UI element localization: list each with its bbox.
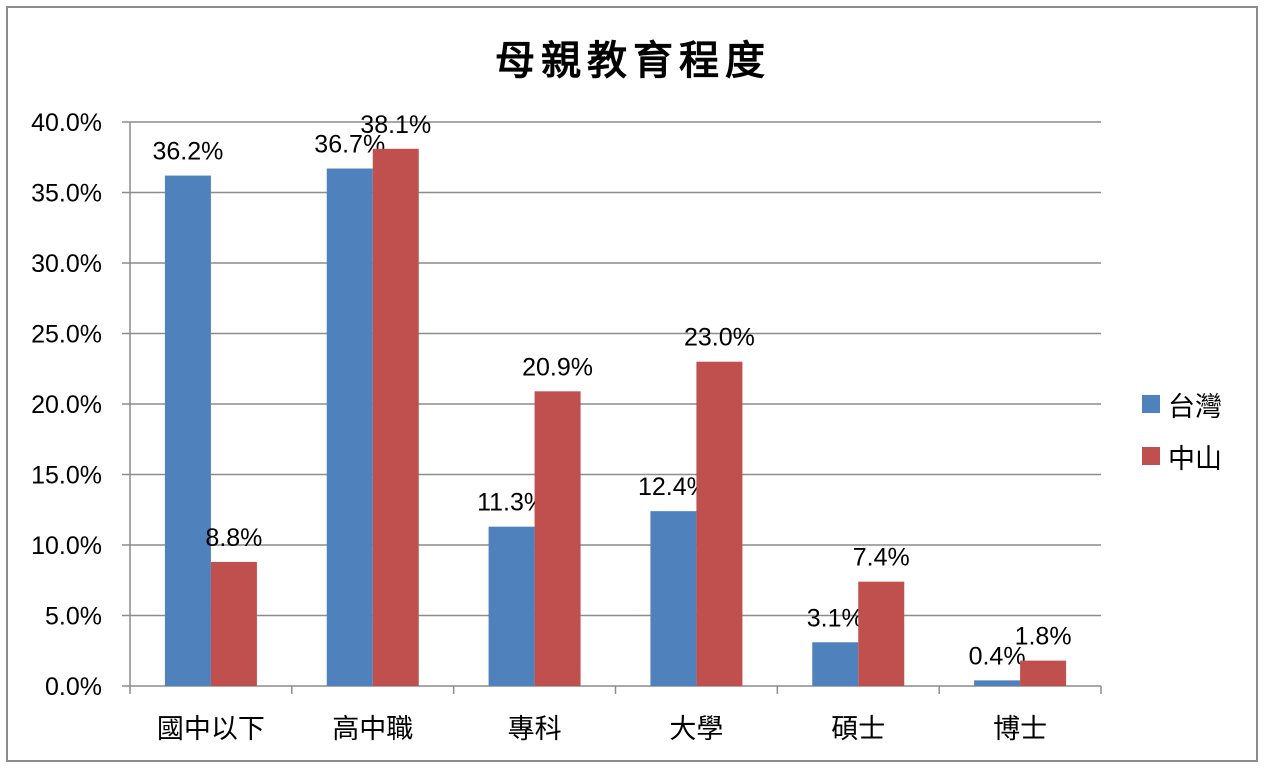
bar (650, 511, 697, 686)
bar (164, 175, 211, 686)
bar (812, 642, 859, 686)
bar (974, 680, 1021, 686)
legend-swatch-taiwan (1142, 395, 1160, 413)
y-tick-label: 40.0% (31, 109, 102, 137)
y-tick-label: 0.0% (45, 673, 102, 701)
x-category-label: 博士 (993, 714, 1047, 745)
data-label: 38.1% (360, 111, 431, 139)
legend-item-zhongshan: 中山 (1142, 430, 1222, 482)
legend-label-zhongshan: 中山 (1168, 443, 1222, 475)
chart-title: 母親教育程度 (495, 37, 771, 84)
legend-item-taiwan: 台灣 (1142, 378, 1222, 430)
bar (210, 561, 257, 686)
data-label: 8.8% (205, 524, 262, 552)
x-category-label: 國中以下 (157, 714, 265, 745)
data-label: 0.4% (969, 642, 1026, 670)
y-tick-label: 30.0% (31, 250, 102, 278)
data-label: 36.2% (152, 138, 223, 166)
bar (858, 581, 905, 686)
bar (326, 168, 373, 686)
x-category-label: 專科 (508, 714, 562, 745)
legend: 台灣 中山 (1142, 378, 1222, 482)
y-tick-label: 20.0% (31, 391, 102, 419)
y-tick-label: 5.0% (45, 603, 102, 631)
data-label: 20.9% (522, 353, 593, 381)
bar (372, 148, 419, 687)
data-label: 23.0% (684, 324, 755, 352)
y-tick-label: 15.0% (31, 462, 102, 490)
y-tick-label: 10.0% (31, 532, 102, 560)
x-category-label: 大學 (669, 714, 723, 745)
legend-swatch-zhongshan (1142, 447, 1160, 465)
y-tick-label: 35.0% (31, 180, 102, 208)
x-category-label: 高中職 (332, 714, 413, 745)
data-label: 7.4% (853, 544, 910, 572)
legend-label-taiwan: 台灣 (1168, 391, 1222, 423)
bar (696, 361, 743, 686)
bar (1020, 660, 1067, 686)
bar (488, 526, 535, 686)
bar (534, 391, 581, 686)
data-label: 1.8% (1015, 623, 1072, 651)
data-label: 3.1% (807, 604, 864, 632)
y-tick-label: 25.0% (31, 321, 102, 349)
x-category-label: 碩士 (831, 714, 885, 745)
